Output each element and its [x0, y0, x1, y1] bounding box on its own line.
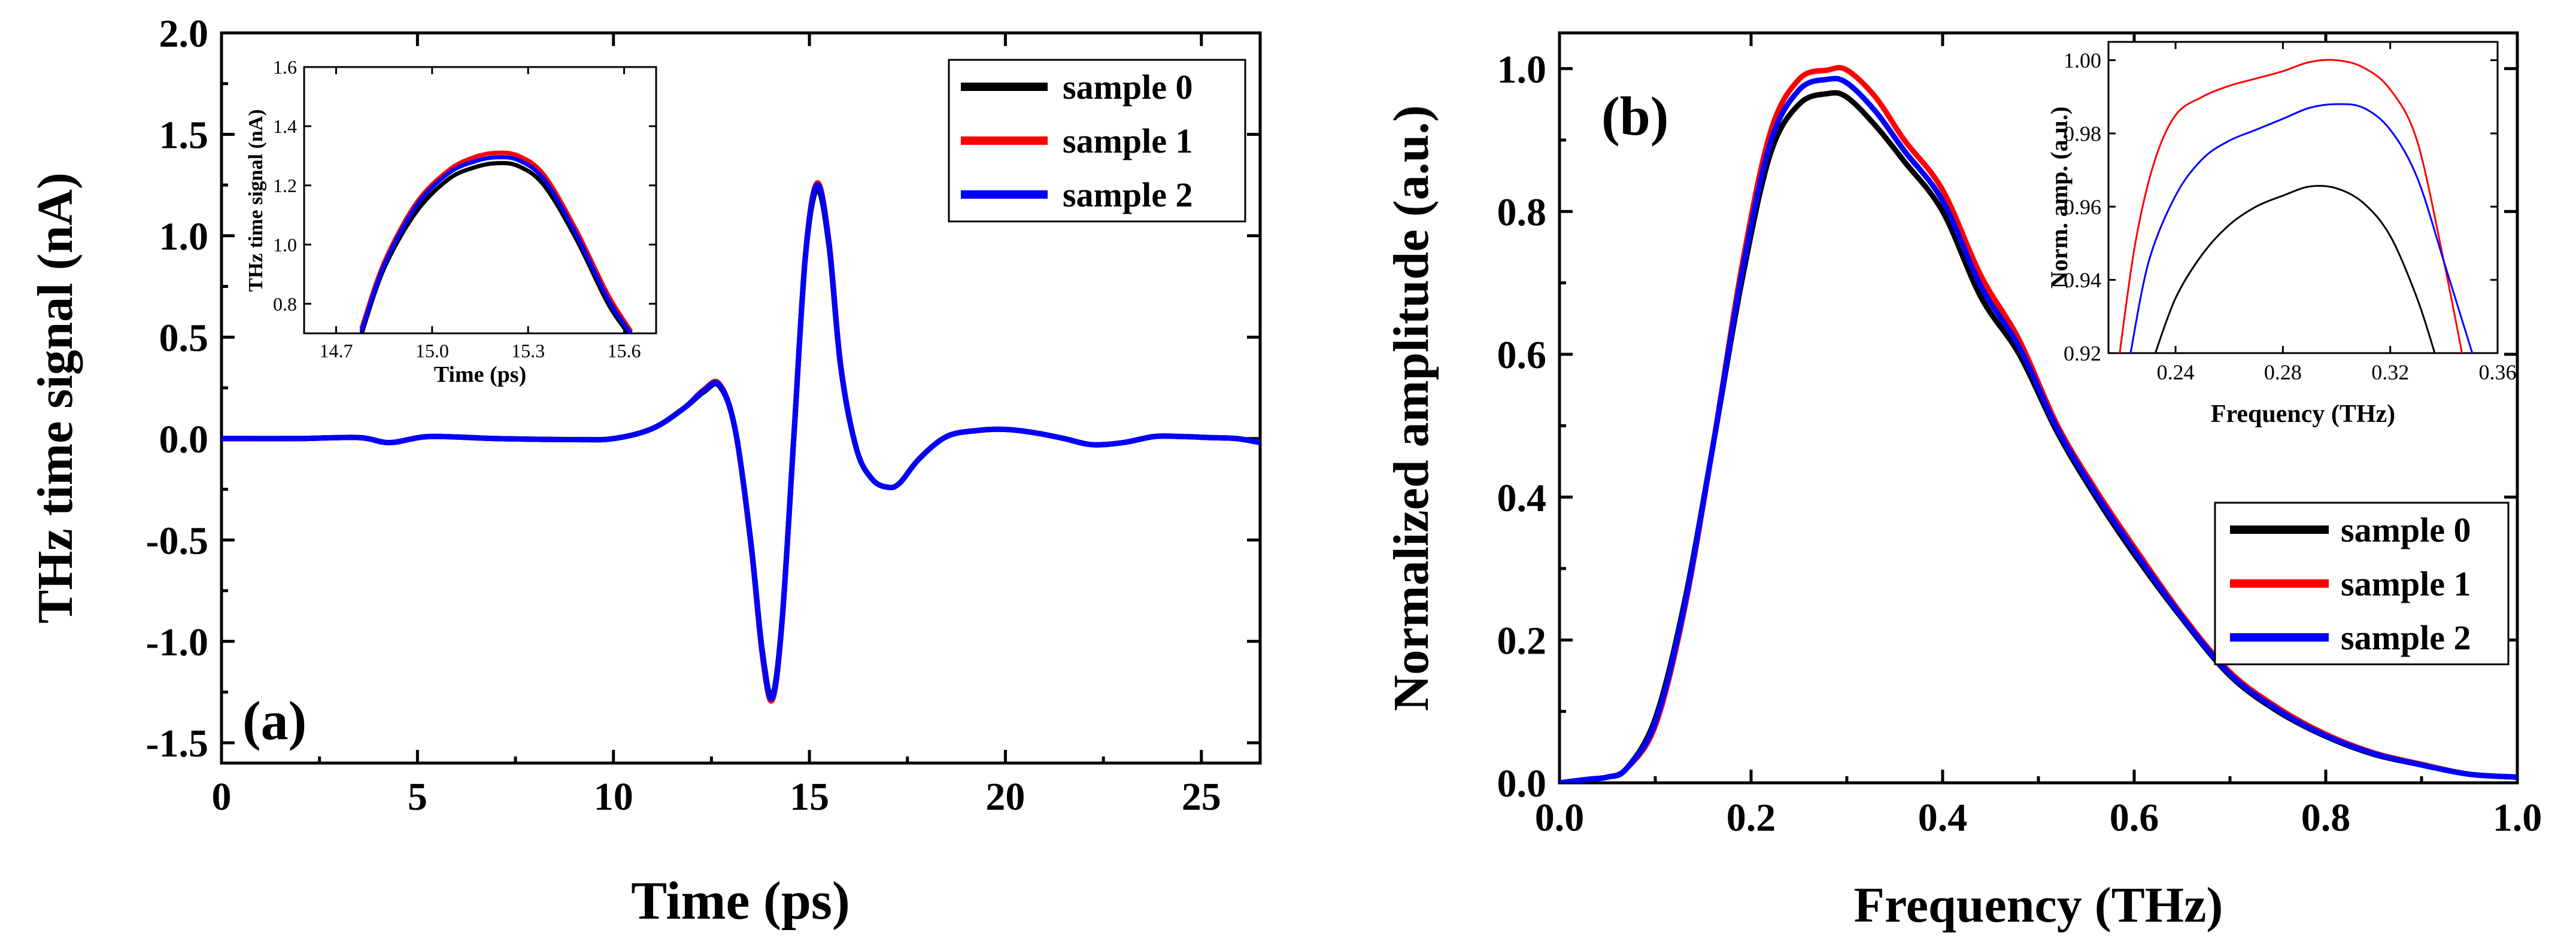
- panel-b-y-tick-label: 0.4: [1497, 476, 1547, 520]
- panel-a-inset-x-tick-label: 15.3: [511, 340, 545, 361]
- panel-b-inset-y-tick-label: 0.98: [2064, 122, 2101, 146]
- panel-a-inset-y-tick-label: 0.8: [273, 293, 297, 315]
- panel-b-legend-label-sample-0: sample 0: [2341, 511, 2471, 549]
- panel-b-x-tick-label: 0.0: [1535, 796, 1585, 840]
- panel-b-inset-x-tick-label: 0.24: [2157, 360, 2195, 384]
- panel-a-y-tick-label: 2.0: [159, 12, 209, 56]
- panel-b-chart: 0.0 0.2 0.4 0.6 0.8 1.0 0.0 0.2 0.4 0.6 0.8 1.0 (b)…: [1383, 31, 2542, 933]
- panel-b-inset-y-title: Norm. amp. (a.u.): [2046, 107, 2073, 288]
- panel-a-x-tick-label: 5: [408, 775, 427, 819]
- panel-b-inset-x-tick-label: 0.36: [2479, 360, 2517, 384]
- panel-a-x-axis-title: Time (ps): [631, 871, 850, 931]
- panel-a-inset-frame: [303, 66, 657, 335]
- panel-b-y-tick-label: 0.0: [1497, 762, 1547, 806]
- panel-b-inset-series-sample-2: [2129, 103, 2474, 353]
- panel-b-inset-series-sample-1: [2119, 59, 2463, 353]
- panel-b-x-tick-label: 1.0: [2493, 796, 2542, 840]
- panel-b-x-tick-label: 0.2: [1727, 796, 1776, 840]
- panel-b-x-tick-label: 0.4: [1918, 796, 1968, 840]
- panel-a-x-tick-label: 10: [594, 775, 633, 819]
- panel-a-inset-y-title: THz time signal (nA): [245, 109, 267, 291]
- panel-b-inset-y-tick-label: 1.00: [2064, 48, 2101, 72]
- panel-a-y-tick-label: 1.5: [159, 114, 209, 157]
- panel-a-inset: 14.7 15.0 15.3 15.6 0.8 1.0 1.2 1.4 1.6 Time (ps…: [245, 56, 657, 387]
- panel-a-inset-y-tick-label: 1.0: [273, 234, 297, 256]
- panel-a-inset-x-title: Time (ps): [434, 362, 526, 387]
- panel-a-x-tick-label: 0: [212, 775, 232, 819]
- panel-a-x-tick-label: 15: [790, 775, 829, 819]
- panel-b-inset-x-tick-label: 0.28: [2264, 360, 2302, 384]
- panel-b-y-tick-label: 0.8: [1497, 190, 1547, 234]
- panel-a-series-sample-2: [222, 182, 1260, 702]
- panel-a-inset-series-sample-2: [359, 155, 633, 333]
- panel-a-y-tick-label: 0.0: [159, 418, 209, 461]
- panel-b-x-tick-label: 0.6: [2110, 796, 2159, 840]
- panel-b-legend-label-sample-2: sample 2: [2341, 618, 2471, 657]
- panel-b-inset-y-tick-label: 0.92: [2064, 342, 2101, 366]
- panel-a-y-tick-label: -1.5: [146, 722, 208, 765]
- panel-a-label: (a): [242, 690, 307, 751]
- panel-a-inset-y-tick-label: 1.2: [273, 175, 297, 196]
- panel-a-y-tick-label: 0.5: [159, 316, 209, 360]
- panel-a-y-tick-label: -1.0: [146, 621, 208, 664]
- panel-b-y-axis-title: Normalized amplitude (a.u.): [1383, 105, 1439, 712]
- panel-a-legend-label-sample-0: sample 0: [1063, 68, 1193, 107]
- panel-b-legend: sample 0 sample 1 sample 2: [2214, 502, 2510, 666]
- panel-b-inset-frame: [2107, 41, 2499, 354]
- panel-a-y-tick-label: 1.0: [159, 215, 209, 259]
- panel-a-legend-label-sample-2: sample 2: [1063, 175, 1193, 214]
- panel-b-inset-x-title: Frequency (THz): [2211, 400, 2395, 428]
- panel-a-inset-x-tick-label: 15.6: [608, 340, 641, 361]
- panel-b-inset-y-tick-label: 0.94: [2064, 268, 2101, 292]
- panel-b-inset: 0.24 0.28 0.32 0.36 0.92 0.94 0.96 0.98 1.00 Fre…: [2046, 41, 2517, 428]
- panel-a-y-axis-title: THz time signal (nA): [28, 172, 83, 624]
- panel-b-legend-label-sample-1: sample 1: [2341, 564, 2471, 603]
- panel-b-inset-y-tick-label: 0.96: [2064, 195, 2101, 219]
- panel-b-x-tick-label: 0.8: [2301, 796, 2351, 840]
- panel-a-inset-x-tick-label: 14.7: [319, 340, 353, 361]
- panel-a-inset-y-tick-label: 1.6: [273, 56, 297, 78]
- panel-a-plot-frame: [220, 31, 1262, 765]
- panel-a-inset-y-tick-label: 1.4: [273, 116, 297, 137]
- panel-a-legend-label-sample-1: sample 1: [1063, 121, 1193, 160]
- panel-b-inset-x-tick-label: 0.32: [2371, 360, 2409, 384]
- panel-a-x-tick-label: 20: [985, 775, 1025, 819]
- panel-b-label: (b): [1601, 86, 1668, 147]
- panel-b-y-tick-label: 0.2: [1497, 619, 1547, 663]
- panel-b-inset-series-sample-0: [2154, 185, 2436, 353]
- panel-b-y-tick-label: 1.0: [1497, 48, 1547, 92]
- panel-a-inset-x-tick-label: 15.0: [415, 340, 449, 361]
- panel-a-y-tick-label: -0.5: [146, 519, 208, 563]
- panel-b-x-axis-title: Frequency (THz): [1854, 877, 2223, 933]
- panel-b-y-tick-label: 0.6: [1497, 333, 1547, 377]
- panel-a-x-tick-label: 25: [1182, 775, 1221, 819]
- panel-a-chart: 0 5 10 15 20 25 -1.5 -1.0 -0.5 0.0 0.5 1.0 1.5 2.0 (a…: [28, 12, 1262, 931]
- panel-b-series-sample-2: [1559, 75, 2517, 783]
- panel-a-legend: sample 0 sample 1 sample 2: [948, 59, 1246, 223]
